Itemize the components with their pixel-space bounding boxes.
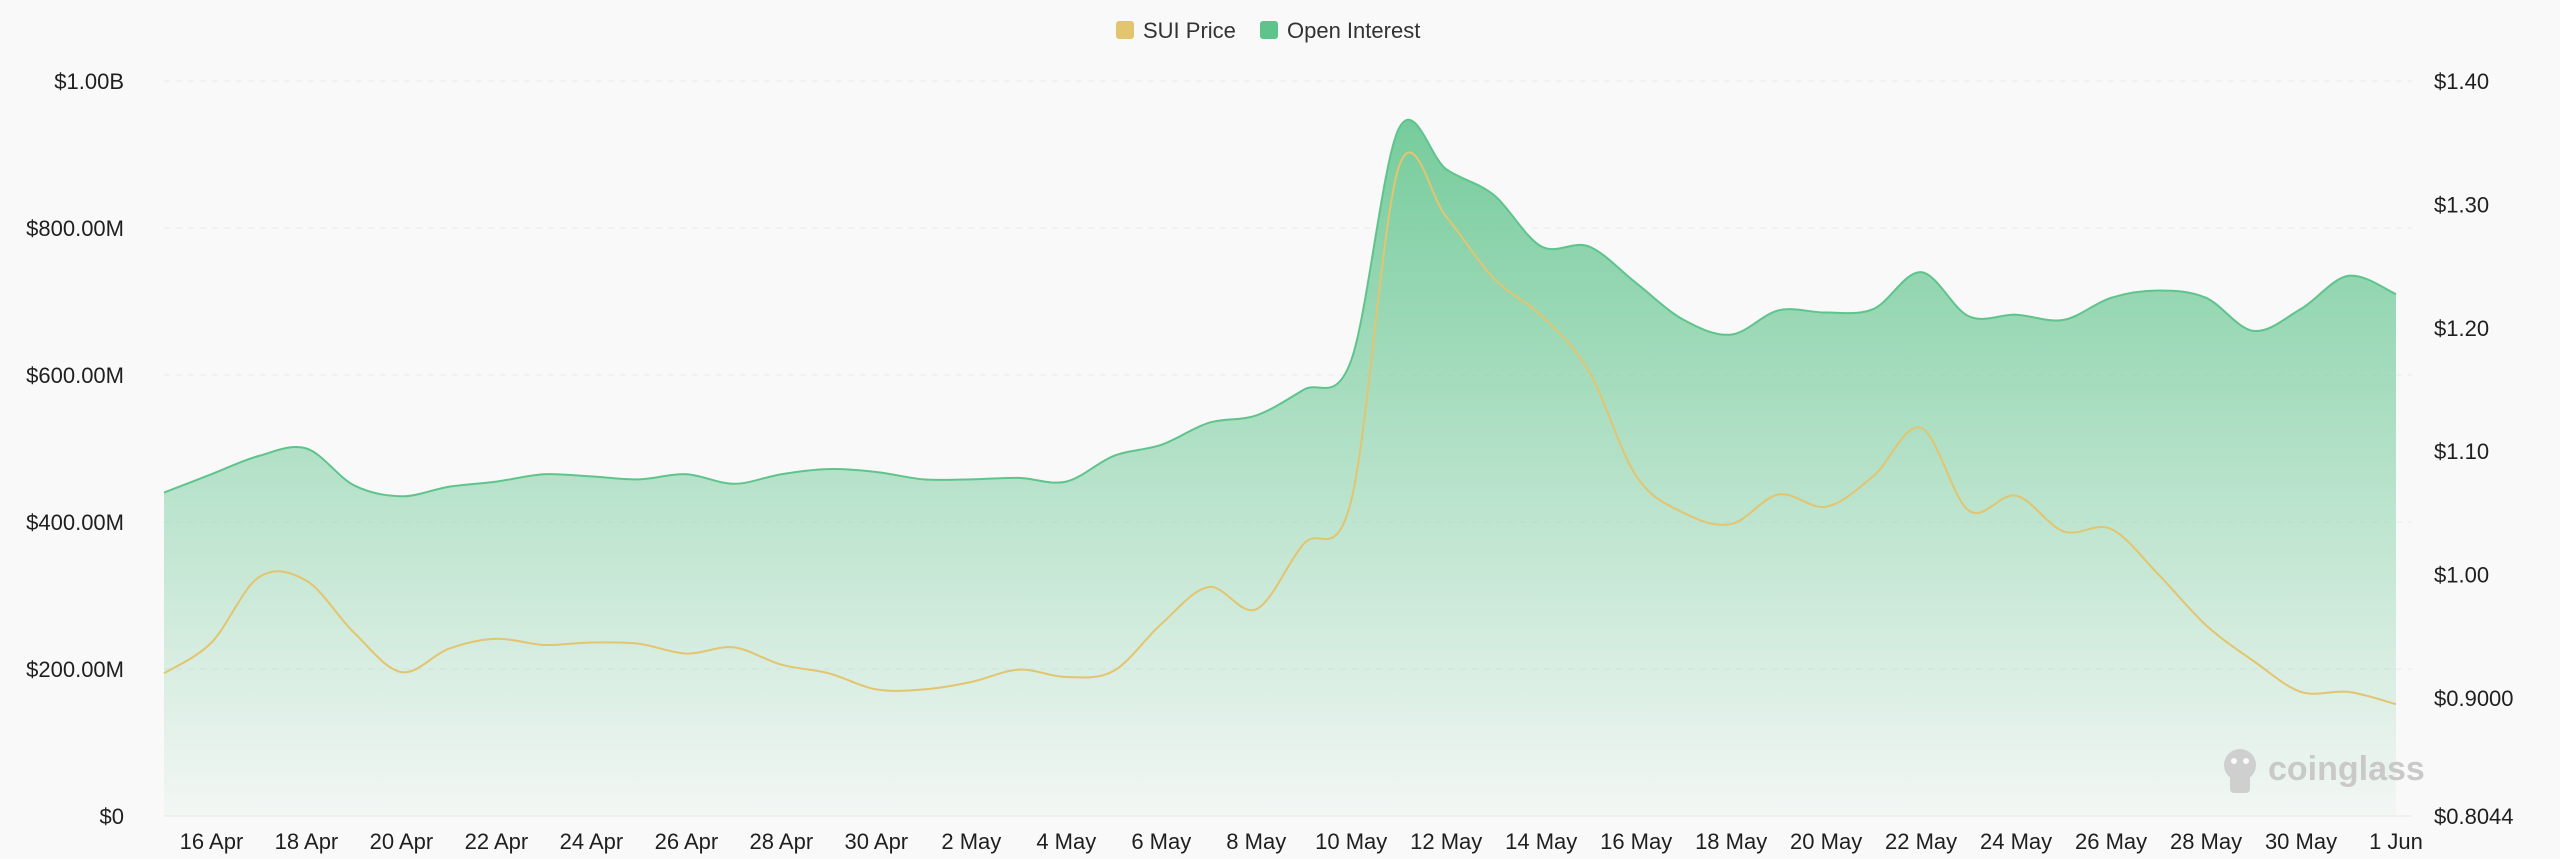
legend-item-oi[interactable]: Open Interest <box>1260 18 1420 43</box>
x-tick-label: 16 May <box>1600 829 1672 854</box>
x-tick-label: 1 Jun <box>2369 829 2423 854</box>
x-tick-label: 20 Apr <box>370 829 434 854</box>
x-tick-label: 4 May <box>1036 829 1096 854</box>
series-area <box>164 119 2396 817</box>
y-right-tick-label: $1.10 <box>2434 439 2489 464</box>
x-tick-label: 22 Apr <box>465 829 529 854</box>
x-tick-label: 8 May <box>1226 829 1286 854</box>
x-tick-label: 24 May <box>1980 829 2052 854</box>
x-tick-label: 2 May <box>941 829 1001 854</box>
right-axis: $0.8044 $0.9000 $1.00 $1.10 $1.20 $1.30 $1.40 <box>2434 69 2514 829</box>
y-left-tick-label: $600.00M <box>26 363 124 388</box>
x-tick-label: 10 May <box>1315 829 1387 854</box>
left-axis: $0 $200.00M $400.00M $600.00M $800.00M $1.00B <box>26 69 124 829</box>
y-right-tick-label: $1.00 <box>2434 563 2489 588</box>
y-left-tick-label: $800.00M <box>26 216 124 241</box>
legend-item-price[interactable]: SUI Price <box>1116 18 1236 43</box>
y-right-tick-label: $0.8044 <box>2434 804 2514 829</box>
x-tick-label: 6 May <box>1131 829 1191 854</box>
x-tick-label: 26 May <box>2075 829 2147 854</box>
open-interest-line <box>163 118 2397 498</box>
x-tick-label: 30 Apr <box>845 829 909 854</box>
x-tick-label: 14 May <box>1505 829 1577 854</box>
y-left-tick-label: $0 <box>100 804 124 829</box>
coinglass-logo-icon <box>2224 749 2256 793</box>
open-interest-area <box>164 119 2396 817</box>
x-tick-label: 18 Apr <box>275 829 339 854</box>
x-tick-label: 28 Apr <box>750 829 814 854</box>
y-left-tick-label: $200.00M <box>26 657 124 682</box>
x-tick-label: 20 May <box>1790 829 1862 854</box>
watermark-text: coinglass <box>2268 750 2425 788</box>
x-tick-label: 30 May <box>2265 829 2337 854</box>
y-left-tick-label: $1.00B <box>54 69 124 94</box>
y-right-tick-label: $0.9000 <box>2434 686 2514 711</box>
legend: SUI Price Open Interest <box>1116 18 1420 43</box>
x-tick-label: 24 Apr <box>560 829 624 854</box>
x-tick-label: 12 May <box>1410 829 1482 854</box>
x-tick-label: 18 May <box>1695 829 1767 854</box>
y-left-tick-label: $400.00M <box>26 510 124 535</box>
legend-swatch-price <box>1116 21 1134 39</box>
x-axis: 16 Apr 18 Apr 20 Apr 22 Apr 24 Apr 26 Apr 28 A… <box>180 829 2423 854</box>
x-tick-label: 26 Apr <box>655 829 719 854</box>
legend-swatch-oi <box>1260 21 1278 39</box>
watermark: coinglass <box>2224 749 2425 793</box>
x-tick-label: 28 May <box>2170 829 2242 854</box>
y-right-tick-label: $1.20 <box>2434 316 2489 341</box>
legend-label-price: SUI Price <box>1143 18 1236 43</box>
x-tick-label: 16 Apr <box>180 829 244 854</box>
legend-label-oi: Open Interest <box>1287 18 1420 43</box>
y-right-tick-label: $1.40 <box>2434 69 2489 94</box>
x-tick-label: 22 May <box>1885 829 1957 854</box>
sui-price-line <box>163 151 2397 706</box>
series-lines <box>163 118 2397 706</box>
y-right-tick-label: $1.30 <box>2434 192 2489 217</box>
